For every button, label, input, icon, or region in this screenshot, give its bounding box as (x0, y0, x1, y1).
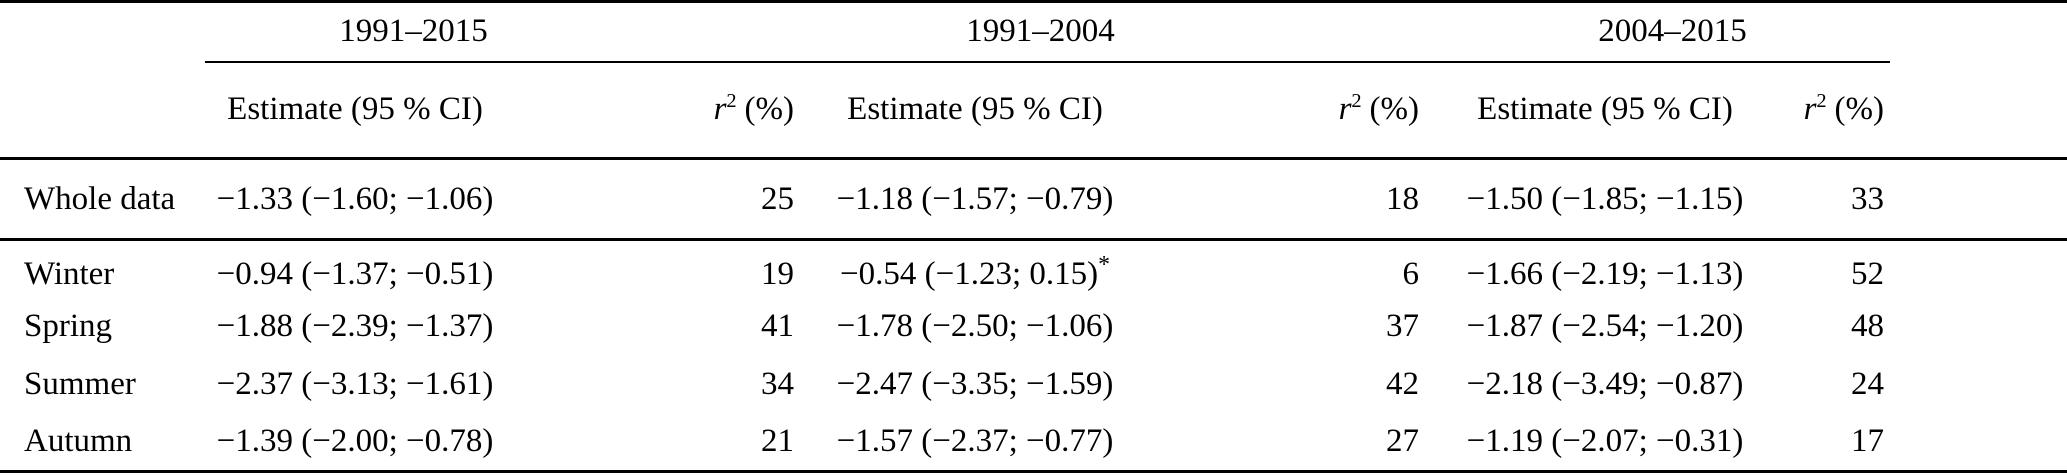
estimate-value: −2.47 (−3.35; −1.59) (836, 366, 1114, 403)
corner-cell (0, 61, 205, 160)
r2-cell: 42 (1386, 366, 1419, 403)
estimate-cell: −1.88 (−2.39; −1.37) (205, 298, 505, 356)
spacer-cell (1890, 240, 2067, 298)
table-row-winter: Winter −0.94 (−1.37; −0.51) 19 −0.54 (−1… (0, 240, 2067, 298)
significance-note: * (1098, 252, 1110, 278)
r-exponent: 2 (1816, 90, 1827, 113)
r2-cell: 33 (1785, 158, 1890, 242)
r2-cell: 37 (1386, 308, 1419, 345)
estimate-value: −2.18 (−3.49; −0.87) (1466, 366, 1744, 403)
estimate-value: −1.57 (−2.37; −0.77) (836, 423, 1114, 460)
estimate-cell: −1.66 (−2.19; −1.13) (1425, 240, 1785, 298)
estimate-header: Estimate (95 % CI) (1425, 61, 1785, 160)
spacer-cell (1890, 158, 2067, 242)
row-label: Whole data (0, 158, 205, 242)
spacer-cell (1890, 61, 2067, 160)
table-row-autumn: Autumn −1.39 (−2.00; −0.78) 21 −1.57 (−2… (0, 414, 2067, 472)
estimate-cell: −1.87 (−2.54; −1.20) (1425, 298, 1785, 356)
spacer-cell (1890, 2, 2067, 62)
r2-cell: 25 (505, 158, 800, 242)
r-squared-header: r2 (%) (505, 61, 800, 160)
r2-cell: 48 (1851, 308, 1884, 345)
estimate-cell: −2.18 (−3.49; −0.87) (1425, 356, 1785, 414)
estimate-value: −2.37 (−3.13; −1.61) (216, 366, 494, 403)
spacer-cell (1890, 356, 2067, 414)
row-label: Autumn (24, 423, 133, 460)
estimate-value: −1.87 (−2.54; −1.20) (1466, 308, 1744, 345)
table-row-whole-data: Whole data −1.33 (−1.60; −1.06) 25 −1.18… (0, 158, 2067, 242)
r2-cell: 6 (1402, 256, 1420, 292)
estimate-value: −1.33 (−1.60; −1.06) (216, 180, 494, 217)
row-label: Winter (24, 256, 115, 292)
estimate-value: −1.39 (−2.00; −0.78) (216, 423, 494, 460)
r2-cell: 19 (761, 256, 794, 292)
estimate-value: −0.54 (−1.23; 0.15) (840, 256, 1099, 292)
row-label: Spring (24, 308, 113, 345)
period-header-row: 1991–2015 1991–2004 2004–2015 (0, 1, 2067, 63)
r2-cell: 21 (761, 423, 794, 460)
estimate-value: −1.88 (−2.39; −1.37) (216, 308, 494, 345)
table-row-spring: Spring −1.88 (−2.39; −1.37) 41 −1.78 (−2… (0, 298, 2067, 356)
r-squared-header: r2 (%) (1785, 61, 1890, 160)
period-header-1991-2015: 1991–2015 (205, 1, 800, 63)
estimate-value: −1.66 (−2.19; −1.13) (1466, 256, 1744, 292)
r2-cell: 41 (761, 308, 794, 345)
r2-cell: 18 (1150, 158, 1425, 242)
estimate-value: −1.78 (−2.50; −1.06) (836, 308, 1114, 345)
estimate-header: Estimate (95 % CI) (205, 61, 505, 160)
r2-cell: 17 (1851, 423, 1884, 460)
estimate-value: −1.19 (−2.07; −0.31) (1466, 423, 1744, 460)
estimate-cell: −1.78 (−2.50; −1.06) (800, 298, 1150, 356)
r-exponent: 2 (1351, 90, 1362, 113)
estimate-cell: −0.54 (−1.23; 0.15)* (800, 240, 1150, 298)
r2-cell: 34 (761, 366, 794, 403)
estimate-cell: −0.94 (−1.37; −0.51) (205, 240, 505, 298)
r-symbol: r (1803, 91, 1817, 128)
estimate-cell: −1.39 (−2.00; −0.78) (205, 414, 505, 472)
row-label: Summer (24, 366, 136, 403)
period-header-1991-2004: 1991–2004 (800, 1, 1425, 63)
r2-percent-unit: (%) (1369, 91, 1419, 128)
corner-cell (0, 2, 205, 62)
estimate-cell: −1.33 (−1.60; −1.06) (205, 158, 505, 242)
estimate-cell: −2.47 (−3.35; −1.59) (800, 356, 1150, 414)
r2-cell: 24 (1851, 366, 1884, 403)
estimate-cell: −1.18 (−1.57; −0.79) (800, 158, 1150, 242)
r-squared-header: r2 (%) (1150, 61, 1425, 160)
table-row-summer: Summer −2.37 (−3.13; −1.61) 34 −2.47 (−3… (0, 356, 2067, 414)
estimate-header: Estimate (95 % CI) (800, 61, 1150, 160)
r2-cell: 27 (1386, 423, 1419, 460)
r-exponent: 2 (726, 90, 737, 113)
period-header-2004-2015: 2004–2015 (1425, 1, 1890, 63)
estimate-cell: −2.37 (−3.13; −1.61) (205, 356, 505, 414)
estimate-value: −1.50 (−1.85; −1.15) (1466, 180, 1744, 217)
spacer-cell (1890, 414, 2067, 472)
r2-percent-unit: (%) (1834, 91, 1884, 128)
estimate-cell: −1.50 (−1.85; −1.15) (1425, 158, 1785, 242)
r2-percent-unit: (%) (744, 91, 794, 128)
estimate-cell: −1.19 (−2.07; −0.31) (1425, 414, 1785, 472)
estimate-value: −0.94 (−1.37; −0.51) (216, 256, 494, 292)
r-symbol: r (1338, 91, 1352, 128)
estimate-cell: −1.57 (−2.37; −0.77) (800, 414, 1150, 472)
r2-cell: 52 (1851, 256, 1884, 292)
sub-header-row: Estimate (95 % CI) r2 (%) Estimate (95 % … (0, 61, 2067, 160)
estimate-value: −1.18 (−1.57; −0.79) (836, 180, 1114, 217)
r-symbol: r (713, 91, 727, 128)
spacer-cell (1890, 298, 2067, 356)
